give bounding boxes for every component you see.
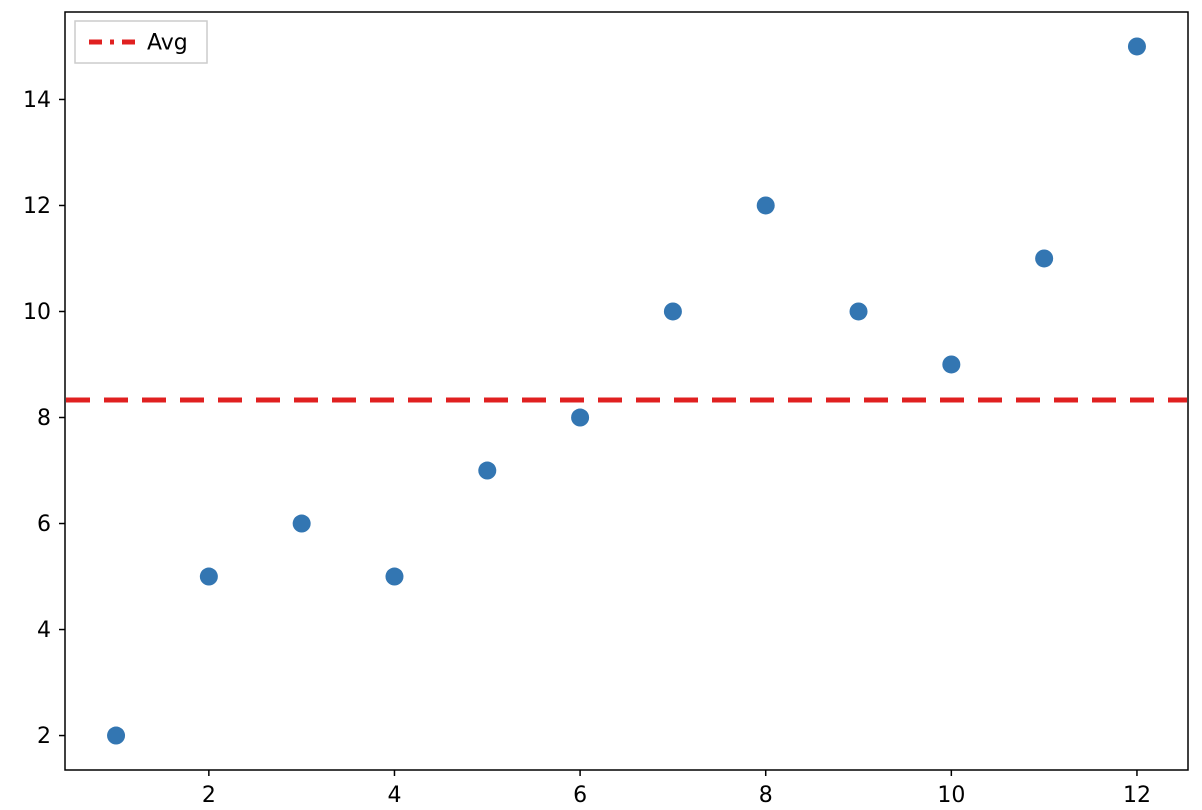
data-point xyxy=(478,462,496,480)
y-tick-label: 8 xyxy=(37,406,51,431)
y-tick-label: 12 xyxy=(23,194,51,219)
y-tick-label: 2 xyxy=(37,724,51,749)
data-point xyxy=(664,302,682,320)
data-point xyxy=(200,568,218,586)
chart-background xyxy=(0,0,1202,810)
scatter-chart: 2 4 6 8 10 12 2 4 6 8 10 12 14 Avg xyxy=(0,0,1202,810)
y-tick-label: 10 xyxy=(23,300,51,325)
data-point xyxy=(571,409,589,427)
x-tick-label: 10 xyxy=(937,783,965,808)
data-point xyxy=(107,727,125,745)
x-tick-label: 6 xyxy=(573,783,587,808)
data-point xyxy=(850,302,868,320)
data-point xyxy=(293,515,311,533)
data-point xyxy=(1128,37,1146,55)
y-tick-label: 14 xyxy=(23,88,51,113)
legend: Avg xyxy=(75,21,207,63)
legend-label: Avg xyxy=(147,31,188,56)
data-point xyxy=(1035,249,1053,267)
data-point xyxy=(942,355,960,373)
data-point xyxy=(757,196,775,214)
y-tick-label: 6 xyxy=(37,512,51,537)
data-point xyxy=(385,568,403,586)
x-tick-label: 2 xyxy=(202,783,216,808)
chart-container: { "chart": { "type": "scatter+hline", "c… xyxy=(0,0,1202,810)
x-tick-label: 12 xyxy=(1123,783,1151,808)
x-tick-label: 4 xyxy=(387,783,401,808)
y-tick-label: 4 xyxy=(37,618,51,643)
x-tick-label: 8 xyxy=(759,783,773,808)
